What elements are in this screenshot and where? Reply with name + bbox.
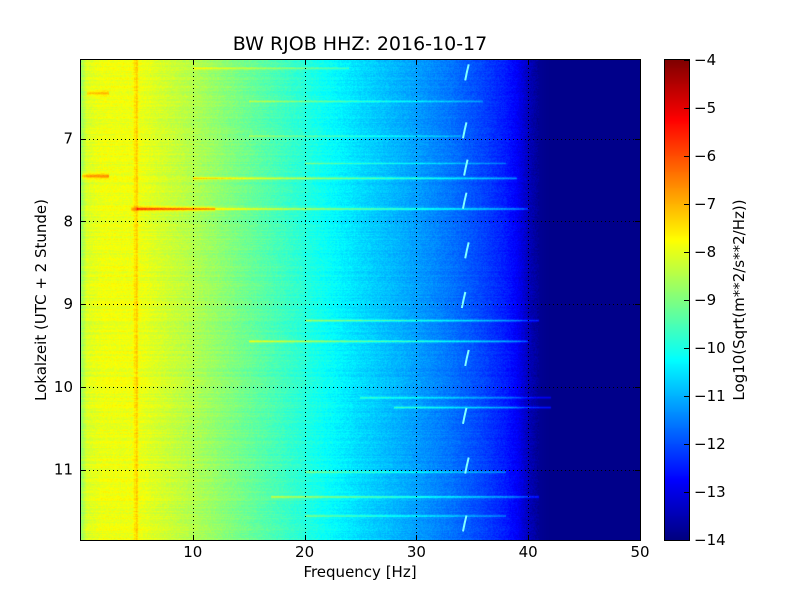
x-axis: 10 20 30 40 50 (183, 60, 650, 561)
plot-frame (80, 59, 641, 541)
x-tick-label: 10 (183, 543, 202, 561)
colorbar-tick-label: −14 (694, 531, 726, 549)
colorbar-tick-label: −12 (694, 435, 726, 453)
colorbar-tick-label: −7 (694, 195, 716, 213)
x-tick-label: 20 (295, 543, 314, 561)
tremor-mark (461, 192, 468, 209)
x-tick-label: 50 (630, 543, 649, 561)
tremor-mark (460, 291, 467, 309)
tremor-mark (464, 64, 470, 81)
tremor-mark (464, 457, 470, 474)
y-tick-label: 8 (63, 212, 73, 230)
colorbar-ticks: −14 −13 −12 −11 −10 −9 −8 −7 −6 −5 −4 (684, 51, 726, 549)
plot-area (80, 59, 641, 541)
tremor-mark (461, 407, 468, 425)
tremor-mark (463, 159, 469, 176)
colorbar-tick-label: −5 (694, 99, 716, 117)
x-tick-label: 40 (519, 543, 538, 561)
colorbar-label: Log10(Sqrt(m**2/s**2/Hz)) (730, 199, 748, 400)
tremor-marks (460, 64, 470, 532)
x-axis-label: Frequency [Hz] (303, 563, 416, 581)
tremor-mark (464, 242, 470, 259)
spectrogram-image (81, 60, 640, 540)
y-tick-label: 10 (54, 378, 73, 396)
colorbar-tick-label: −9 (694, 291, 716, 309)
y-axis: 7 8 9 10 11 (54, 130, 640, 479)
spectrogram-image-wrapper (81, 60, 640, 540)
colorbar-tick-label: −11 (694, 387, 726, 405)
y-tick-label: 7 (63, 130, 73, 148)
tremor-mark (461, 122, 468, 139)
colorbar-tick-label: −8 (694, 243, 716, 261)
x-tick-label: 30 (407, 543, 426, 561)
y-axis-label: Lokalzeit (UTC + 2 Stunde) (32, 199, 50, 401)
tremor-mark (461, 515, 468, 532)
colorbar-tick-label: −6 (694, 147, 716, 165)
chart-title: BW RJOB HHZ: 2016-10-17 (233, 33, 487, 55)
colorbar-tick-label: −13 (694, 483, 726, 501)
y-tick-label: 9 (63, 295, 73, 313)
tremor-mark (464, 349, 470, 367)
y-tick-label: 11 (54, 461, 73, 479)
colorbar-frame (664, 59, 690, 541)
colorbar-tick-label: −10 (694, 339, 726, 357)
colorbar: −14 −13 −12 −11 −10 −9 −8 −7 −6 −5 −4 (664, 51, 726, 549)
colorbar-tick-label: −4 (694, 51, 716, 69)
